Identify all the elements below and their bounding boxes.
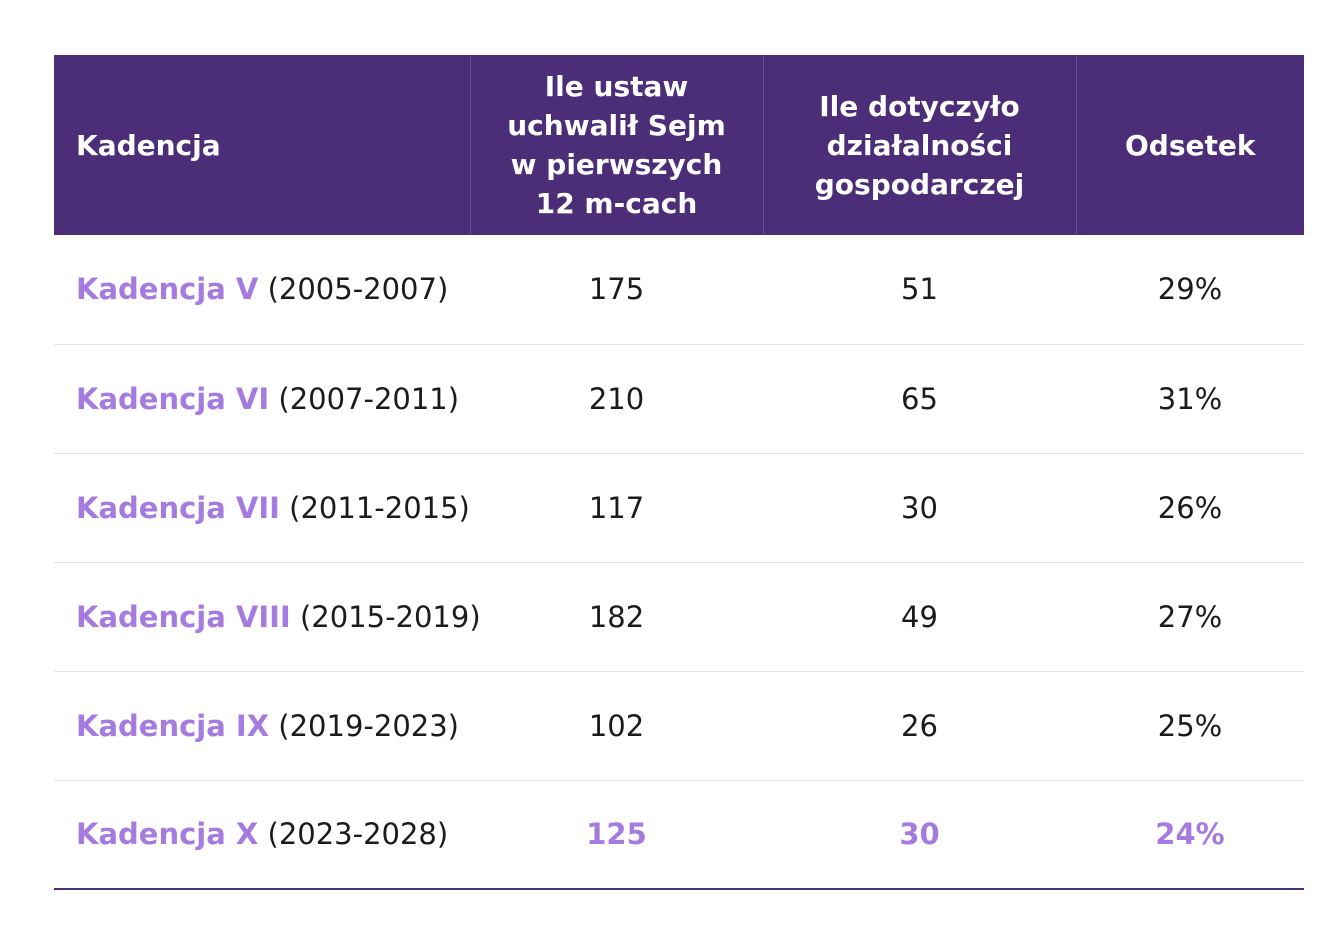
share-cell: 31% [1157, 381, 1223, 416]
header-share-line: Odsetek [1125, 128, 1256, 162]
term-name: Kadencja V [76, 272, 259, 307]
header-business-related: Ile dotyczyło działalności gospodarczej [762, 55, 1076, 235]
business-cell: 30 [901, 490, 938, 525]
header-row: Kadencja Ile ustaw uchwalił Sejm w pierw… [54, 55, 1304, 235]
term-name: Kadencja X [76, 817, 259, 852]
table-body: Kadencja V (2005-2007) 175 51 29% Kadenc… [54, 235, 1304, 889]
term-years: (2019-2023) [278, 708, 459, 743]
sejm-laws-table: Kadencja Ile ustaw uchwalił Sejm w pierw… [54, 55, 1304, 890]
share-cell: 25% [1157, 708, 1223, 743]
share-cell: 27% [1157, 599, 1223, 634]
header-laws-line-4: 12 m-cach [535, 187, 698, 220]
header-laws-passed: Ile ustaw uchwalił Sejm w pierwszych 12 … [469, 55, 763, 235]
share-cell: 26% [1157, 490, 1223, 525]
business-cell: 49 [901, 599, 938, 634]
term-name: Kadencja VII [76, 490, 280, 525]
term-years: (2015-2019) [299, 599, 481, 634]
term-years: (2005-2007) [267, 272, 449, 307]
term-cell: Kadencja X (2023-2028) [54, 780, 470, 889]
business-cell: 65 [901, 381, 938, 416]
table-row-current: Kadencja X (2023-2028) 125 30 24% [54, 780, 1304, 889]
header-term-line: Kadencja [76, 128, 221, 162]
term-name: Kadencja VI [76, 381, 270, 416]
term-name: Kadencja VIII [76, 599, 291, 634]
share-cell: 29% [1157, 272, 1223, 307]
header-business-line-1: Ile dotyczyło [819, 89, 1020, 123]
data-table-container: Kadencja Ile ustaw uchwalił Sejm w pierw… [54, 55, 1304, 890]
term-cell: Kadencja IX (2019-2023) [54, 671, 470, 780]
header-laws-line-1: Ile ustaw [544, 70, 689, 103]
laws-cell: 210 [588, 381, 645, 416]
business-cell: 30 [899, 817, 940, 852]
term-name: Kadencja IX [76, 708, 270, 743]
table-row: Kadencja VIII (2015-2019) 182 49 27% [54, 562, 1304, 671]
table-row: Kadencja V (2005-2007) 175 51 29% [54, 235, 1304, 344]
header-share: Odsetek [1075, 55, 1304, 235]
term-years: (2023-2028) [267, 817, 449, 852]
header-business-line-2: działalności [826, 128, 1013, 162]
table-header: Kadencja Ile ustaw uchwalił Sejm w pierw… [54, 55, 1304, 235]
table-row: Kadencja VII (2011-2015) 117 30 26% [54, 453, 1304, 562]
header-term: Kadencja [54, 55, 470, 235]
laws-cell: 125 [586, 817, 647, 852]
header-laws-line-3: w pierwszych [510, 148, 723, 181]
laws-cell: 175 [588, 272, 645, 307]
laws-cell: 182 [588, 599, 645, 634]
header-business-line-3: gospodarczej [814, 167, 1025, 201]
laws-cell: 102 [588, 708, 645, 743]
term-years: (2011-2015) [289, 490, 470, 525]
term-years: (2007-2011) [278, 381, 460, 416]
table-row: Kadencja IX (2019-2023) 102 26 25% [54, 671, 1304, 780]
header-laws-line-2: uchwalił Sejm [507, 109, 726, 142]
laws-cell: 117 [588, 490, 645, 525]
business-cell: 51 [901, 272, 938, 307]
term-cell: Kadencja VII (2011-2015) [54, 453, 470, 562]
share-cell: 24% [1155, 817, 1225, 852]
term-cell: Kadencja VIII (2015-2019) [54, 562, 481, 671]
term-cell: Kadencja V (2005-2007) [54, 235, 470, 344]
term-cell: Kadencja VI (2007-2011) [54, 344, 470, 453]
table-row: Kadencja VI (2007-2011) 210 65 31% [54, 344, 1304, 453]
business-cell: 26 [901, 708, 938, 743]
